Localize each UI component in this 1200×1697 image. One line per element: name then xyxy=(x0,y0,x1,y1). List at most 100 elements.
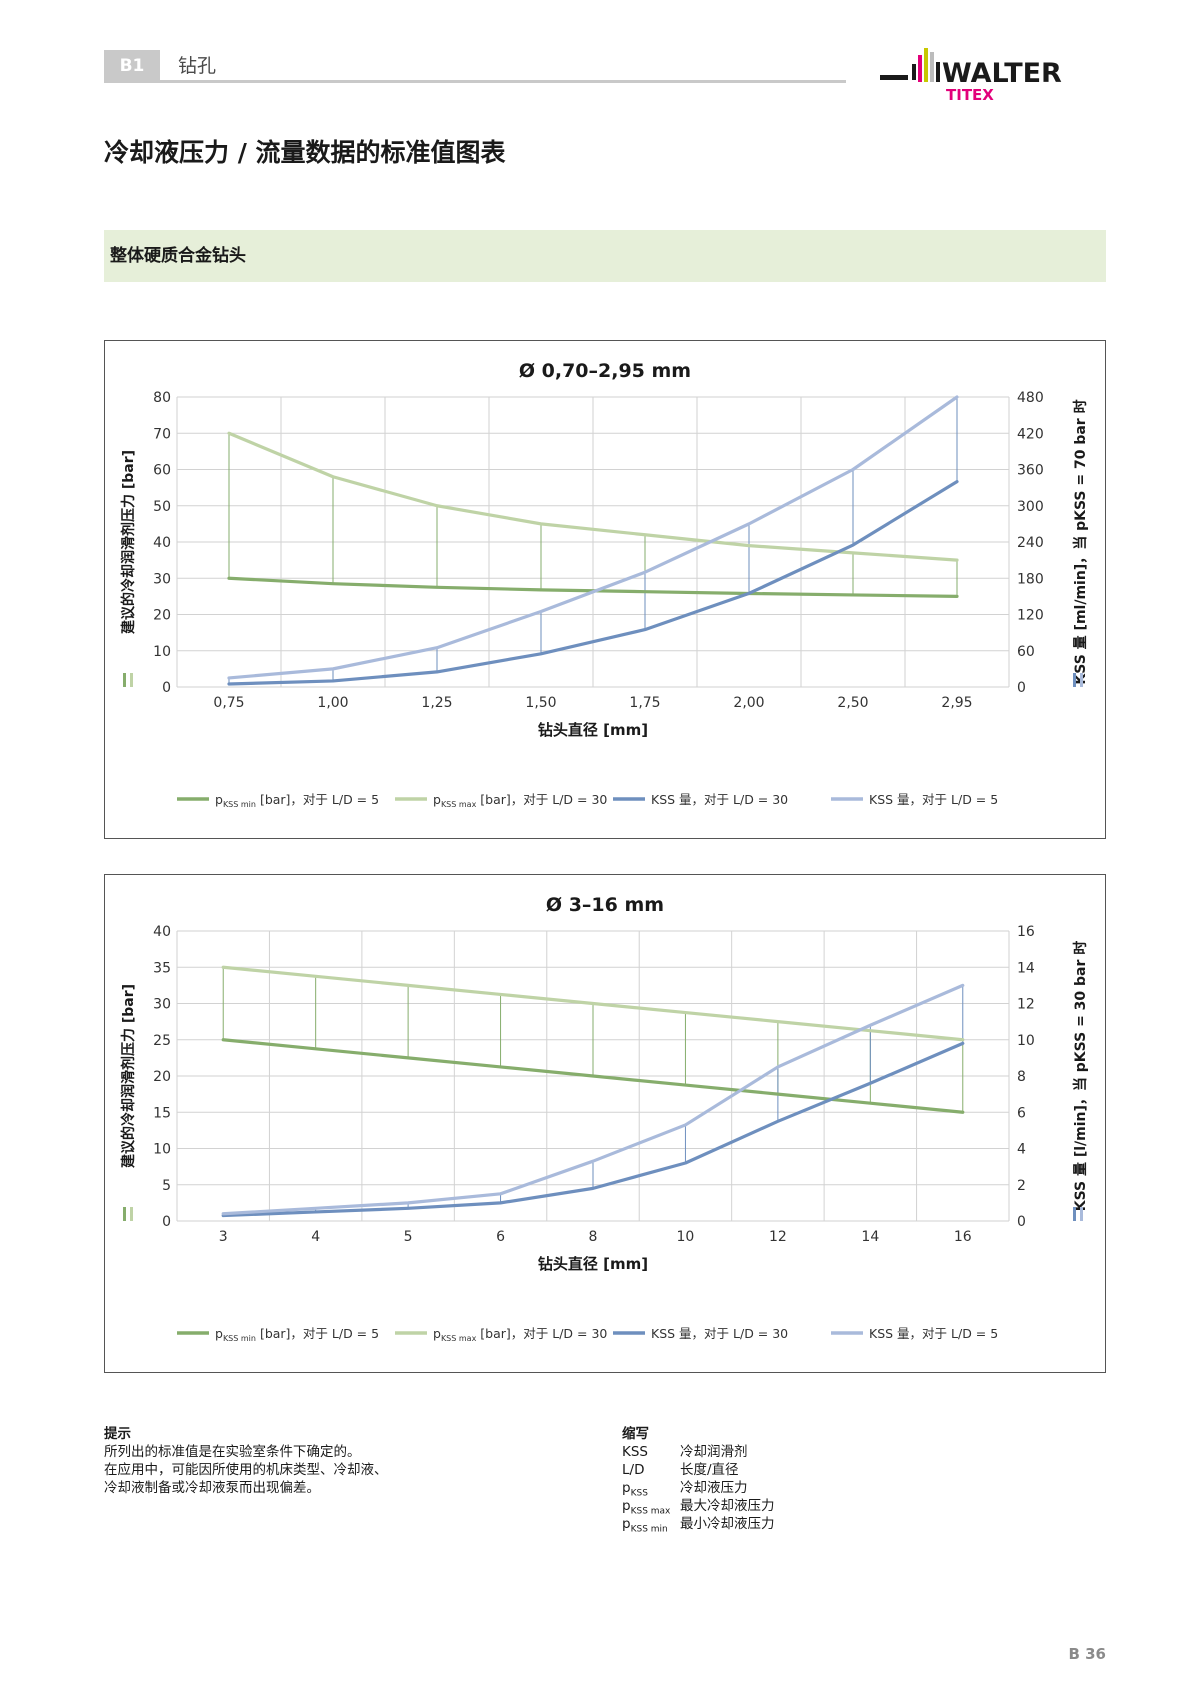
y2-tick-label: 120 xyxy=(1017,608,1044,624)
x-tick-label: 2,00 xyxy=(733,695,764,711)
abbreviation-term: p xyxy=(622,1480,631,1496)
abbreviation-desc: 长度/直径 xyxy=(680,1462,739,1478)
y2-tick-label: 8 xyxy=(1017,1069,1026,1085)
y2-tick-label: 180 xyxy=(1017,571,1044,587)
left-axis-marker xyxy=(130,1207,133,1221)
x-tick-label: 8 xyxy=(589,1229,598,1245)
product-band-title: 整体硬质合金钻头 xyxy=(110,246,246,266)
y-tick-label: 30 xyxy=(153,571,171,587)
y2-tick-label: 300 xyxy=(1017,499,1044,515)
x-tick-label: 2,95 xyxy=(941,695,972,711)
logo-mark: WALTER TITEX xyxy=(880,48,1062,104)
notes-line: 所列出的标准值是在实验室条件下确定的。 xyxy=(104,1444,361,1460)
y-tick-label: 70 xyxy=(153,426,171,442)
y-tick-label: 10 xyxy=(153,644,171,660)
legend-label: pKSS max [bar]，对于 L/D = 30 xyxy=(433,1326,607,1343)
y-tick-label: 0 xyxy=(162,1214,171,1230)
notes-block: 提示 所列出的标准值是在实验室条件下确定的。 在应用中，可能因所使用的机床类型、… xyxy=(104,1425,524,1497)
abbreviation-row: KSS xyxy=(622,1443,648,1461)
x-tick-label: 16 xyxy=(954,1229,972,1245)
product-band: 整体硬质合金钻头 xyxy=(104,230,1106,282)
kss-ld30-line xyxy=(221,1041,965,1218)
abbreviation-term-sub: KSS xyxy=(630,1488,648,1499)
abbreviations-block: 缩写 KSS 冷却润滑剂 L/D 长度/直径 pKSS 冷却液压力 pKSS m… xyxy=(622,1425,922,1535)
y-tick-label: 30 xyxy=(153,997,171,1013)
y2-tick-label: 360 xyxy=(1017,463,1044,479)
y2-tick-label: 420 xyxy=(1017,426,1044,442)
y-tick-label: 0 xyxy=(162,680,171,696)
chart-1: Ø 0,70–2,95 mm 0 10 20 30 40 50 60 70 80 0 60 120 180… xyxy=(120,360,1089,809)
kss-ld5-line xyxy=(227,395,959,680)
legend-label: KSS 量，对于 L/D = 5 xyxy=(869,792,998,807)
chart-2-box: Ø 3–16 mm 0 5 10 15 20 25 30 35 40 0 2 4 6 8 10 12 14 16 3 4… xyxy=(104,874,1106,1373)
x-tick-label: 5 xyxy=(404,1229,413,1245)
page-number: B 36 xyxy=(1068,1645,1106,1663)
chart-1-box: Ø 0,70–2,95 mm 0 10 20 30 40 50 60 70 80 0 60 120 180… xyxy=(104,340,1106,839)
y2-tick-label: 0 xyxy=(1017,1214,1026,1230)
x-tick-label: 1,50 xyxy=(525,695,556,711)
x-tick-label: 10 xyxy=(677,1229,695,1245)
kss-ld30-line xyxy=(227,479,959,686)
x-tick-label: 1,25 xyxy=(421,695,452,711)
page-title: 冷却液压力 / 流量数据的标准值图表 xyxy=(104,138,506,167)
x-tick-label: 2,50 xyxy=(837,695,868,711)
right-axis-marker xyxy=(1073,673,1076,687)
y2-tick-label: 14 xyxy=(1017,960,1035,976)
y2-tick-label: 2 xyxy=(1017,1178,1026,1194)
right-axis-marker xyxy=(1080,1207,1083,1221)
y-tick-label: 5 xyxy=(162,1178,171,1194)
abbreviation-desc: 最大冷却液压力 xyxy=(680,1498,775,1514)
abbreviation-term-sub: KSS min xyxy=(630,1524,668,1535)
legend-label: KSS 量，对于 L/D = 30 xyxy=(651,792,788,807)
x-axis-title: 钻头直径 [mm] xyxy=(538,721,648,739)
x-tick-label: 1,00 xyxy=(317,695,348,711)
chart-title: Ø 0,70–2,95 mm xyxy=(519,360,691,382)
y-tick-label: 15 xyxy=(153,1105,171,1121)
notes-line: 冷却液制备或冷却液泵而出现偏差。 xyxy=(104,1480,320,1496)
abbreviation-desc: 冷却润滑剂 xyxy=(680,1444,748,1460)
abbreviations-title: 缩写 xyxy=(622,1426,649,1442)
logo-main-text: WALTER xyxy=(942,58,1062,89)
y-tick-label: 10 xyxy=(153,1142,171,1158)
y-tick-label: 60 xyxy=(153,463,171,479)
pmax-line xyxy=(221,965,965,1042)
notes-title: 提示 xyxy=(104,1426,131,1442)
y-tick-label: 40 xyxy=(153,535,171,551)
pmin-line xyxy=(221,1038,965,1114)
y2-tick-label: 16 xyxy=(1017,924,1035,940)
abbreviation-row: pKSS min xyxy=(622,1515,668,1539)
logo-sub-text: TITEX xyxy=(946,86,994,104)
x-tick-label: 12 xyxy=(769,1229,787,1245)
y2-tick-label: 60 xyxy=(1017,644,1035,660)
y-tick-label: 35 xyxy=(153,960,171,976)
x-tick-label: 14 xyxy=(861,1229,879,1245)
abbreviation-term: p xyxy=(622,1516,631,1532)
header-divider xyxy=(160,80,846,83)
y2-axis-title: KSS 量 [l/min]，当 pKSS = 30 bar 时 xyxy=(1072,941,1089,1212)
legend-label: KSS 量，对于 L/D = 30 xyxy=(651,1326,788,1341)
x-tick-label: 0,75 xyxy=(213,695,244,711)
x-tick-label: 3 xyxy=(219,1229,228,1245)
section-title: 钻孔 xyxy=(178,55,217,77)
section-code-badge: B1 xyxy=(104,50,160,83)
y-tick-label: 80 xyxy=(153,390,171,406)
y2-axis-title: KSS 量 [ml/min]，当 pKSS = 70 bar 时 xyxy=(1072,399,1089,684)
legend-label: pKSS min [bar]，对于 L/D = 5 xyxy=(215,1326,379,1343)
right-axis-marker xyxy=(1080,673,1083,687)
y-tick-label: 25 xyxy=(153,1033,171,1049)
y-tick-label: 20 xyxy=(153,1069,171,1085)
legend-label: pKSS min [bar]，对于 L/D = 5 xyxy=(215,792,379,809)
x-tick-label: 6 xyxy=(496,1229,505,1245)
abbreviation-desc: 最小冷却液压力 xyxy=(680,1516,775,1532)
notes-line: 在应用中，可能因所使用的机床类型、冷却液、 xyxy=(104,1462,388,1478)
y-tick-label: 40 xyxy=(153,924,171,940)
abbreviation-term: KSS xyxy=(622,1444,648,1460)
abbreviation-row: pKSS xyxy=(622,1479,648,1503)
y2-tick-label: 240 xyxy=(1017,535,1044,551)
y2-tick-label: 4 xyxy=(1017,1142,1026,1158)
y-axis-title: 建议的冷却润滑剂压力 [bar] xyxy=(120,450,137,634)
y2-tick-label: 6 xyxy=(1017,1105,1026,1121)
y2-tick-label: 0 xyxy=(1017,680,1026,696)
left-axis-marker xyxy=(130,673,133,687)
chart-title: Ø 3–16 mm xyxy=(546,894,664,916)
